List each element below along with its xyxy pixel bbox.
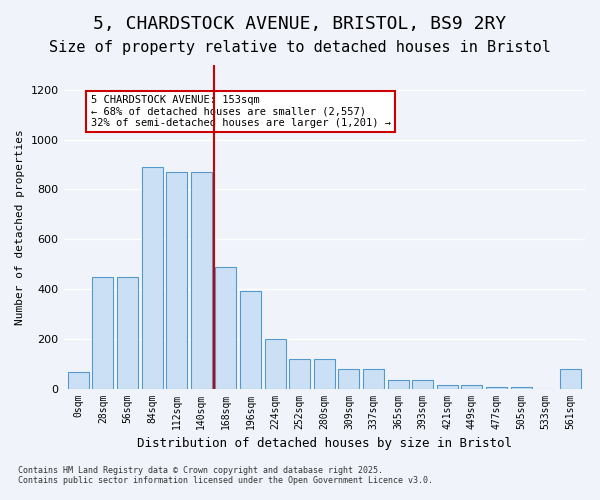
Text: 5 CHARDSTOCK AVENUE: 153sqm
← 68% of detached houses are smaller (2,557)
32% of : 5 CHARDSTOCK AVENUE: 153sqm ← 68% of det…	[91, 95, 391, 128]
Bar	[461, 385, 482, 388]
Text: Size of property relative to detached houses in Bristol: Size of property relative to detached ho…	[49, 40, 551, 55]
Bar	[240, 292, 261, 388]
Bar	[68, 372, 89, 388]
Bar	[142, 167, 163, 388]
Bar	[191, 172, 212, 388]
Bar	[265, 339, 286, 388]
Text: 5, CHARDSTOCK AVENUE, BRISTOL, BS9 2RY: 5, CHARDSTOCK AVENUE, BRISTOL, BS9 2RY	[94, 15, 506, 33]
Bar	[314, 358, 335, 388]
Bar	[388, 380, 409, 388]
Bar	[338, 368, 359, 388]
Bar	[289, 358, 310, 388]
Y-axis label: Number of detached properties: Number of detached properties	[15, 129, 25, 324]
Bar	[117, 276, 138, 388]
Bar	[166, 172, 187, 388]
Text: Contains HM Land Registry data © Crown copyright and database right 2025.
Contai: Contains HM Land Registry data © Crown c…	[18, 466, 433, 485]
Bar	[363, 368, 384, 388]
Bar	[437, 385, 458, 388]
Bar	[560, 368, 581, 388]
Bar	[92, 276, 113, 388]
X-axis label: Distribution of detached houses by size in Bristol: Distribution of detached houses by size …	[137, 437, 512, 450]
Bar	[215, 266, 236, 388]
Bar	[412, 380, 433, 388]
